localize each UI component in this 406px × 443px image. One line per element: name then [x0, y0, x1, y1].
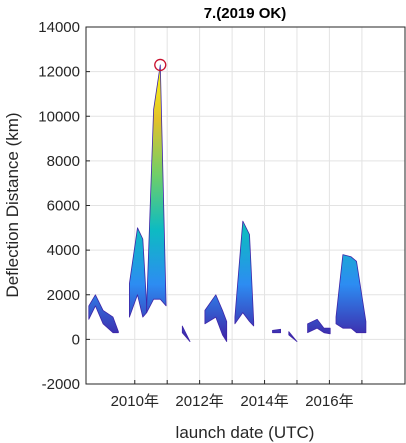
y-axis-title: Deflection Distance (km)	[3, 112, 22, 297]
x-tick-label: 2014年	[240, 393, 288, 410]
max-marker-layer	[154, 58, 167, 72]
deflection-band	[204, 294, 228, 343]
y-tick-label: 2000	[47, 287, 80, 304]
deflection-band	[146, 64, 167, 314]
x-tick-label: 2016年	[305, 393, 353, 410]
deflection-band	[335, 254, 367, 334]
y-tick-label: 14000	[38, 19, 80, 36]
deflection-band	[181, 325, 191, 343]
x-axis-ticks: 2010年 2012年 2014年 2016年	[111, 380, 363, 410]
y-tick-label: 0	[72, 331, 80, 348]
max-point-marker	[154, 58, 167, 72]
y-tick-label: 6000	[47, 198, 80, 215]
deflection-band	[128, 227, 148, 318]
y-tick-label: 4000	[47, 242, 80, 259]
x-tick-label: 2012年	[175, 393, 223, 410]
y-tick-label: 8000	[47, 153, 80, 170]
grid-lines	[86, 26, 405, 385]
y-tick-label: 10000	[38, 108, 80, 125]
x-tick-label: 2010年	[111, 393, 159, 410]
y-axis-ticks: -2000 0 2000 4000 6000 8000 10000 12000 14000	[38, 19, 90, 393]
chart-title: 7.(2019 OK)	[204, 5, 287, 22]
x-axis-title: launch date (UTC)	[176, 423, 315, 442]
deflection-band	[234, 220, 255, 327]
y-tick-label: 12000	[38, 64, 80, 81]
deflection-band	[88, 294, 119, 334]
data-bands	[88, 64, 367, 343]
deflection-band	[288, 331, 298, 343]
deflection-band	[272, 328, 282, 334]
deflection-band	[307, 318, 331, 335]
y-tick-label: -2000	[42, 376, 80, 393]
